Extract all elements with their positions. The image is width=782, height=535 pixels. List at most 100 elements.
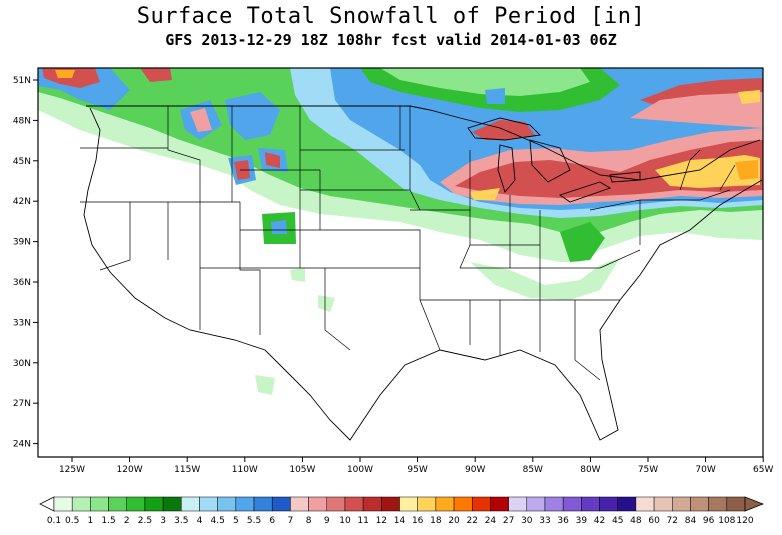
colorbar-swatch	[490, 496, 509, 512]
colorbar-label: 20	[448, 516, 460, 526]
snow-swath-pale-south	[255, 375, 275, 395]
colorbar-label: 24	[485, 516, 497, 526]
colorbar-label: 2	[124, 516, 130, 526]
colorbar-swatch	[108, 496, 127, 512]
lon-label: 80W	[580, 465, 600, 475]
colorbar-swatch	[562, 496, 582, 512]
lat-label: 24N	[13, 440, 31, 450]
colorbar-label: 27	[503, 516, 514, 526]
colorbar-label: 108	[718, 516, 735, 526]
colorbar-label: 39	[576, 516, 588, 526]
colorbar-swatch	[435, 496, 455, 512]
snow-max-yellow-mi	[470, 188, 500, 200]
colorbar-label: 14	[394, 516, 406, 526]
colorbar-swatch	[726, 496, 746, 512]
lon-label: 125W	[59, 465, 85, 475]
colorbar-swatch	[90, 496, 109, 512]
colorbar-label: 4	[197, 516, 203, 526]
lat-label: 45N	[13, 157, 31, 167]
colorbar-swatch	[690, 496, 709, 512]
colorbar-swatch	[617, 496, 637, 512]
snow-swath-rockies-blue-2	[225, 92, 280, 140]
colorbar-label: 12	[376, 516, 387, 526]
colorbar-swatch	[199, 496, 218, 512]
snow-swath-lightgreen-north	[380, 68, 590, 96]
colorbar-swatch	[344, 496, 364, 512]
colorbar-swatch	[399, 496, 418, 512]
colorbar-label: 5	[233, 516, 239, 526]
lon-label: 95W	[407, 465, 427, 475]
colorbar-swatch	[126, 496, 146, 512]
lat-label: 51N	[13, 76, 31, 86]
snow-max-yellow-ny	[655, 155, 760, 188]
lat-label: 27N	[13, 399, 31, 409]
colorbar-label: 84	[685, 516, 697, 526]
lake-huron	[529, 139, 571, 183]
colorbar-arrow-right	[744, 496, 765, 512]
colorbar-swatch	[526, 496, 546, 512]
colorbar-label: 2.5	[138, 516, 152, 526]
colorbar-label: 8	[306, 516, 312, 526]
colorbar-swatch	[471, 496, 491, 512]
colorbar-swatch	[271, 496, 291, 512]
latitude-axis: 51N 48N 45N 42N 39N 36N 33N 30N 27N 24N	[13, 76, 38, 450]
colorbar-label: 45	[612, 516, 623, 526]
state-lines	[80, 106, 736, 381]
colorbar-label: 48	[630, 516, 642, 526]
colorbar-label: 5.5	[247, 516, 261, 526]
snow-swath-pale-se	[470, 258, 620, 300]
colorbar-label: 10	[339, 516, 351, 526]
colorbar-swatch	[635, 496, 655, 512]
lon-label: 110W	[232, 465, 258, 475]
longitude-axis: 125W 120W 115W 110W 105W 100W 95W 90W 85W 80W 75W 7…	[59, 457, 773, 475]
snow-swath-red-superior	[472, 120, 535, 140]
lat-label: 48N	[13, 116, 31, 126]
colorbar-label: 33	[539, 516, 550, 526]
lon-label: 75W	[638, 465, 658, 475]
colorbar-swatch	[53, 496, 73, 512]
lon-label: 65W	[753, 465, 773, 475]
colorbar-label: 3.5	[174, 516, 188, 526]
map-title: Surface Total Snowfall of Period [in]	[136, 4, 646, 29]
snow-swath-rockies-red-4	[265, 152, 280, 168]
colorbar-label: 1.5	[101, 516, 115, 526]
colorbar-swatch	[253, 496, 273, 512]
lat-label: 42N	[13, 197, 31, 207]
lake-erie	[559, 181, 612, 203]
lake-michigan	[497, 144, 516, 193]
colorbar-swatch	[672, 496, 691, 512]
colorbar-label: 6	[269, 516, 275, 526]
colorbar-swatch	[544, 496, 564, 512]
colorbar-label: 60	[648, 516, 660, 526]
colorbar-swatch	[217, 496, 237, 512]
colorbar-label: 11	[357, 516, 368, 526]
snow-swath-pale-tx	[318, 295, 335, 312]
lake-superior	[467, 117, 541, 141]
colorbar-swatch	[653, 496, 673, 512]
colorbar-label: 120	[736, 516, 753, 526]
colorbar-swatch	[581, 496, 600, 512]
snow-swath-rockies-red	[140, 68, 172, 82]
colorbar-label: 0.1	[47, 516, 61, 526]
snow-swath-pale-south-2	[290, 268, 305, 282]
colorbar: 0.1 0.5 1 1.5 2 2.5 3 3.5 4 4.5 5 5.5 6 7 8 9 10 11 12 14 16…	[39, 496, 765, 526]
snow-swath-rockies-pink	[190, 108, 212, 132]
snow-max-yellow-north	[738, 90, 760, 104]
colorbar-swatch	[508, 496, 528, 512]
colorbar-swatch	[708, 496, 728, 512]
colorbar-label: 18	[430, 516, 442, 526]
colorbar-label: 0.5	[65, 516, 79, 526]
colorbar-label: 42	[594, 516, 605, 526]
colorbar-arrow-left	[39, 496, 55, 512]
snow-swath-co-blue-in	[271, 220, 287, 234]
lon-label: 105W	[289, 465, 315, 475]
lat-label: 33N	[13, 318, 31, 328]
colorbar-swatch	[308, 496, 328, 512]
colorbar-label: 1	[88, 516, 94, 526]
map-boundaries	[80, 105, 763, 441]
snow-swath-pink-north	[630, 92, 763, 128]
snow-swath-ky-green	[560, 222, 605, 262]
lon-label: 90W	[465, 465, 485, 475]
map-subtitle: GFS 2013-12-29 18Z 108hr fcst valid 2014…	[165, 31, 617, 49]
colorbar-label: 36	[557, 516, 569, 526]
